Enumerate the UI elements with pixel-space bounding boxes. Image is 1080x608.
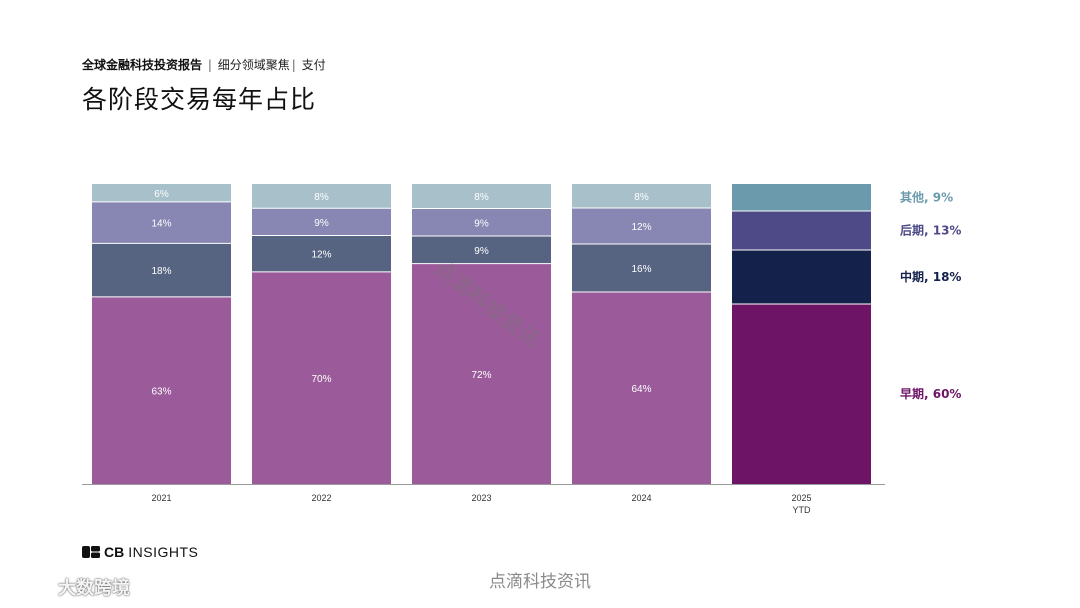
bar-segment-其他-2022 <box>252 184 391 209</box>
breadcrumb: 全球金融科技投资报告 | 细分领域聚焦 | 支付 <box>82 56 326 73</box>
bar-segment-早期-2021 <box>92 296 231 484</box>
x-tick-label: 2021 <box>151 493 171 503</box>
x-tick-label: 2025 <box>791 493 811 503</box>
bar-segment-其他-2023 <box>412 184 551 209</box>
breadcrumb-separator: | <box>291 58 296 72</box>
data-label: 9% <box>474 218 489 229</box>
data-label: 64% <box>631 384 651 395</box>
data-label: 70% <box>311 374 331 385</box>
cb-logo-icon <box>82 546 100 558</box>
x-tick-label: 2024 <box>631 493 651 503</box>
legend-entry: 其他, 9% <box>900 190 953 205</box>
data-label: 6% <box>154 189 169 200</box>
corner-watermark: 大数跨境 <box>12 574 130 600</box>
data-label: 8% <box>314 192 329 203</box>
watermark-logo-icon <box>12 577 51 597</box>
bar-segment-早期-2025-YTD <box>732 304 871 484</box>
data-label: 8% <box>474 192 489 203</box>
data-label: 12% <box>311 250 331 261</box>
x-tick-label: 2023 <box>471 493 491 503</box>
x-tick-label: YTD <box>793 505 812 515</box>
data-label: 12% <box>631 222 651 233</box>
cb-insights-logo: CB INSIGHTS <box>82 544 198 560</box>
bar-segment-其他-2025-YTD <box>732 184 871 211</box>
bar-segment-后期-2022 <box>252 208 391 236</box>
logo-text-bold: CB <box>104 544 125 560</box>
bar-segment-早期-2023 <box>412 263 551 484</box>
breadcrumb-report: 全球金融科技投资报告 <box>82 58 203 72</box>
data-label: 72% <box>471 370 491 381</box>
bar-segment-早期-2022 <box>252 271 391 484</box>
data-label: 63% <box>151 386 171 397</box>
bar-segment-其他-2024 <box>572 184 711 208</box>
legend-entry: 早期, 60% <box>900 386 961 401</box>
corner-watermark-text: 大数跨境 <box>58 578 130 599</box>
bar-segment-早期-2024 <box>572 292 711 484</box>
breadcrumb-section: 细分领域聚焦 <box>217 58 290 72</box>
data-label: 18% <box>151 266 171 277</box>
page-title: 各阶段交易每年占比 <box>82 85 317 114</box>
bar-segment-后期-2021 <box>92 201 231 244</box>
logo-text: INSIGHTS <box>128 544 199 560</box>
legend-entry: 后期, 13% <box>900 223 961 238</box>
bar-segment-后期-2023 <box>412 208 551 237</box>
bar-segment-中期-2024 <box>572 244 711 292</box>
breadcrumb-separator: | <box>207 58 212 72</box>
breadcrumb-topic: 支付 <box>301 58 326 72</box>
bottom-watermark: 点滴科技资讯 <box>489 572 591 592</box>
data-label: 9% <box>474 246 489 257</box>
bar-segment-中期-2025-YTD <box>732 250 871 304</box>
bar-segment-后期-2025-YTD <box>732 211 871 250</box>
data-label: 9% <box>314 218 329 229</box>
data-label: 8% <box>634 192 649 203</box>
data-label: 14% <box>151 219 171 230</box>
bar-segment-中期-2023 <box>412 236 551 264</box>
bar-segment-中期-2022 <box>252 235 391 272</box>
bar-segment-中期-2021 <box>92 243 231 297</box>
bar-segment-后期-2024 <box>572 208 711 244</box>
x-tick-label: 2022 <box>311 493 331 503</box>
data-label: 16% <box>631 264 651 275</box>
legend-entry: 中期, 18% <box>900 269 961 284</box>
bar-segment-其他-2021 <box>92 184 231 202</box>
